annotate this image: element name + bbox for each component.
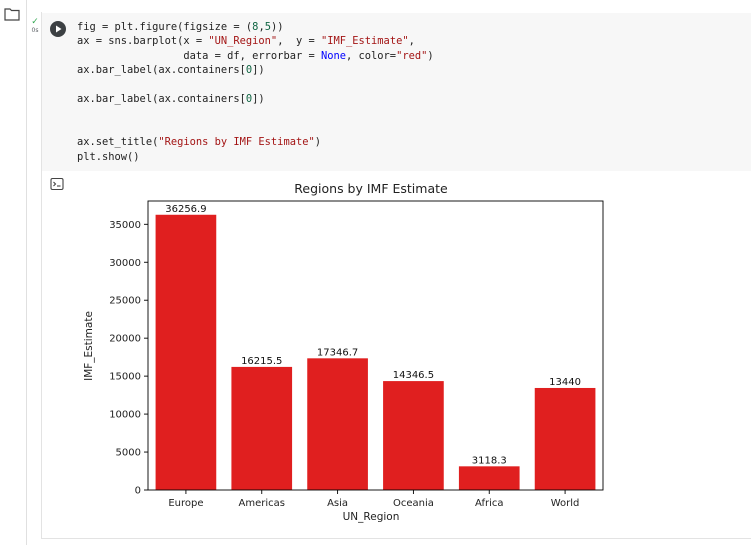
output-toggle-button[interactable]	[50, 176, 64, 191]
x-axis-label: UN_Region	[343, 511, 400, 523]
bars-group: 36256.9 16215.5 17346.7 14346.5 3118.3 13440	[155, 204, 596, 491]
execution-time: 0s	[31, 27, 39, 34]
x-tick-label: Asia	[327, 498, 348, 509]
bar-value-label: 14346.5	[393, 370, 434, 381]
x-axis: Europe Americas Asia Oceania Africa World	[168, 490, 579, 509]
y-tick-label: 5000	[116, 448, 141, 459]
x-tick-label: World	[551, 498, 580, 509]
bar-asia	[307, 358, 368, 490]
execution-status: ✓ 0s	[28, 18, 42, 35]
y-tick-label: 20000	[109, 334, 141, 345]
bar-value-label: 17346.7	[317, 347, 358, 358]
y-tick-label: 15000	[109, 372, 141, 383]
x-tick-label: Oceania	[393, 498, 434, 509]
bar-value-label: 36256.9	[165, 204, 206, 215]
run-cell-button[interactable]	[50, 21, 66, 37]
execution-check-icon: ✓	[31, 17, 39, 27]
code-text[interactable]: fig = plt.figure(figsize = (8,5)) ax = s…	[77, 21, 434, 163]
x-tick-label: Americas	[239, 498, 285, 509]
bar-value-label: 3118.3	[472, 455, 507, 466]
left-sidebar	[0, 0, 27, 545]
x-tick-label: Europe	[168, 498, 203, 509]
play-icon	[56, 25, 62, 33]
plot-frame	[147, 200, 604, 491]
chart-title: Regions by IMF Estimate	[294, 181, 448, 196]
output-toggle-icon	[50, 177, 64, 191]
folder-icon[interactable]	[4, 7, 20, 21]
bar-value-label: 16215.5	[241, 356, 282, 367]
bar-chart: Regions by IMF Estimate 36256.9 16215.5 17…	[83, 181, 604, 523]
bar-value-label: 13440	[549, 377, 581, 388]
bar-europe	[155, 214, 217, 491]
bar-oceania	[383, 381, 444, 490]
x-tick-label: Africa	[475, 498, 504, 509]
code-cell	[41, 12, 751, 539]
y-tick-label: 0	[135, 486, 141, 497]
y-axis-label: IMF_Estimate	[83, 311, 95, 381]
y-tick-label: 30000	[109, 258, 141, 269]
code-editor[interactable]	[42, 13, 751, 171]
bar-africa	[458, 466, 520, 490]
y-tick-label: 35000	[109, 220, 141, 231]
y-axis: 0 5000 10000 15000 20000 25000 30000 35000	[109, 220, 148, 497]
bar-americas	[231, 366, 293, 490]
bar-world	[534, 387, 596, 490]
y-tick-label: 10000	[109, 410, 141, 421]
y-tick-label: 25000	[109, 296, 141, 307]
